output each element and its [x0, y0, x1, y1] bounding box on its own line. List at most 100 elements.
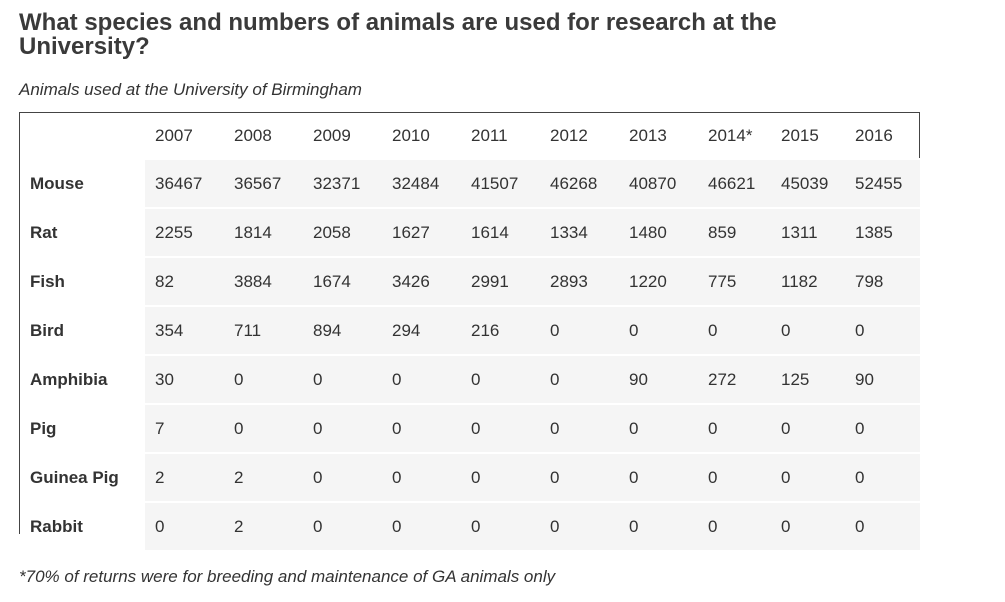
row-header-species: Fish — [20, 256, 145, 306]
table-cell: 2 — [224, 452, 303, 502]
table-cell: 0 — [382, 403, 461, 453]
row-header-species: Bird — [20, 305, 145, 355]
table-cell: 0 — [845, 501, 920, 550]
table-cell: 1480 — [619, 207, 698, 257]
table-cell: 0 — [303, 452, 382, 502]
table-cell: 0 — [619, 305, 698, 355]
table-cell: 90 — [845, 354, 920, 404]
table-cell: 0 — [771, 305, 845, 355]
table-cell: 0 — [382, 452, 461, 502]
table-cell: 0 — [461, 354, 540, 404]
table-cell: 2 — [145, 452, 224, 502]
table-cell: 36467 — [145, 158, 224, 208]
table-cell: 0 — [461, 403, 540, 453]
table-cell: 0 — [303, 354, 382, 404]
table-cell: 1334 — [540, 207, 619, 257]
table-cell: 0 — [845, 305, 920, 355]
table-cell: 0 — [698, 403, 771, 453]
table-cell: 2893 — [540, 256, 619, 306]
table-cell: 894 — [303, 305, 382, 355]
table-cell: 2 — [224, 501, 303, 550]
column-header-year: 2016 — [855, 125, 893, 145]
table-cell: 7 — [145, 403, 224, 453]
table-cell: 1311 — [771, 207, 845, 257]
table-cell: 0 — [224, 403, 303, 453]
table-cell: 0 — [698, 452, 771, 502]
table-cell: 0 — [303, 501, 382, 550]
table-cell: 0 — [619, 403, 698, 453]
table-cell: 0 — [382, 354, 461, 404]
table-cell: 32484 — [382, 158, 461, 208]
column-header-year: 2011 — [471, 125, 508, 145]
table-cell: 775 — [698, 256, 771, 306]
table-cell: 0 — [619, 452, 698, 502]
table-row: Fish 82 3884 1674 3426 2991 2893 1220 775 1182 798 — [20, 256, 920, 306]
table-cell: 46268 — [540, 158, 619, 208]
table-cell: 0 — [540, 452, 619, 502]
column-header-year: 2012 — [550, 125, 588, 145]
table-cell: 45039 — [771, 158, 845, 208]
column-header-year: 2013 — [629, 125, 667, 145]
table-cell: 0 — [461, 452, 540, 502]
footnote: *70% of returns were for breeding and ma… — [19, 567, 556, 586]
table-cell: 1614 — [461, 207, 540, 257]
table-row: Amphibia 30 0 0 0 0 0 90 272 125 90 — [20, 354, 920, 404]
table-cell: 1674 — [303, 256, 382, 306]
table-row: Rat 2255 1814 2058 1627 1614 1334 1480 859 1311 13… — [20, 207, 920, 257]
row-header-species: Guinea Pig — [20, 452, 145, 502]
table-cell: 46621 — [698, 158, 771, 208]
table-row: Mouse 36467 36567 32371 32484 41507 46268 40870… — [20, 158, 920, 208]
row-header-species: Pig — [20, 403, 145, 453]
column-header-year: 2008 — [234, 125, 272, 145]
table-row: Bird 354 711 894 294 216 0 0 0 0 0 — [20, 305, 920, 355]
table-cell: 0 — [461, 501, 540, 550]
column-header-year: 2007 — [155, 125, 193, 145]
table-cell: 0 — [771, 452, 845, 502]
row-header-species: Rat — [20, 207, 145, 257]
table-cell: 711 — [224, 305, 303, 355]
table-cell: 1220 — [619, 256, 698, 306]
table-cell: 1385 — [845, 207, 920, 257]
table-cell: 1814 — [224, 207, 303, 257]
table-cell: 3884 — [224, 256, 303, 306]
table-cell: 0 — [771, 403, 845, 453]
table-cell: 0 — [540, 501, 619, 550]
row-header-species: Rabbit — [20, 501, 145, 550]
table-cell: 1627 — [382, 207, 461, 257]
column-header-year: 2015 — [781, 125, 819, 145]
table-cell: 2255 — [145, 207, 224, 257]
table-cell: 3426 — [382, 256, 461, 306]
table-caption: Animals used at the University of Birmin… — [19, 80, 362, 99]
table-cell: 272 — [698, 354, 771, 404]
table-cell: 1182 — [771, 256, 845, 306]
table-cell: 0 — [540, 305, 619, 355]
table-header-row: 2007 2008 2009 2010 2011 2012 2013 2014* 2015 201… — [20, 113, 920, 159]
table-cell: 0 — [224, 354, 303, 404]
table-cell: 294 — [382, 305, 461, 355]
page-title: What species and numbers of animals are … — [19, 9, 777, 60]
table-row: Guinea Pig 2 2 0 0 0 0 0 0 0 0 — [20, 452, 920, 502]
column-header-year: 2014* — [708, 125, 753, 145]
table-cell: 0 — [698, 501, 771, 550]
table-cell: 0 — [698, 305, 771, 355]
table-cell: 0 — [619, 501, 698, 550]
row-header-species: Mouse — [20, 158, 145, 208]
table-cell: 0 — [540, 403, 619, 453]
animal-usage-table-frame: 2007 2008 2009 2010 2011 2012 2013 2014* 2015 201… — [19, 112, 920, 550]
table-cell: 36567 — [224, 158, 303, 208]
table-cell: 0 — [845, 403, 920, 453]
table-cell: 0 — [771, 501, 845, 550]
table-body: Mouse 36467 36567 32371 32484 41507 46268 40870… — [20, 158, 920, 550]
table-corner-cell — [20, 113, 145, 159]
column-header-year: 2009 — [313, 125, 351, 145]
table-cell: 354 — [145, 305, 224, 355]
table-cell: 40870 — [619, 158, 698, 208]
table-cell: 859 — [698, 207, 771, 257]
table-cell: 32371 — [303, 158, 382, 208]
table-cell: 90 — [619, 354, 698, 404]
table-cell: 125 — [771, 354, 845, 404]
table-cell: 2991 — [461, 256, 540, 306]
table-cell: 52455 — [845, 158, 920, 208]
table-cell: 0 — [382, 501, 461, 550]
table-cell: 0 — [303, 403, 382, 453]
